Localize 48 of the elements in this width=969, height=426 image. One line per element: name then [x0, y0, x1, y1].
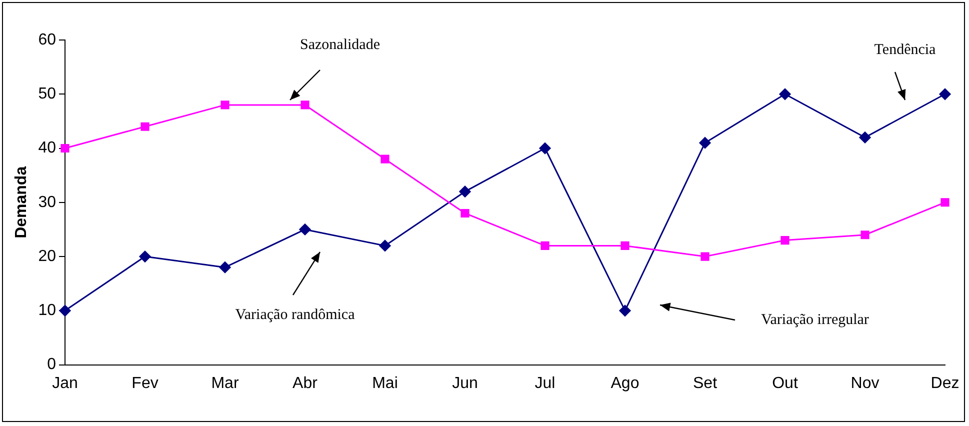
x-tick-label: Dez: [930, 374, 960, 392]
x-tick-label: Nov: [850, 374, 880, 392]
point: [219, 262, 231, 274]
x-tick-label: Jan: [52, 374, 78, 392]
point: [540, 241, 550, 250]
y-tick-label: 30: [38, 194, 56, 211]
point: [620, 241, 630, 250]
point: [939, 88, 951, 100]
y-axis-title: Demanda: [13, 166, 30, 238]
y-tick-label: 40: [38, 140, 56, 157]
point: [619, 304, 631, 316]
point: [700, 252, 710, 261]
y-tick-label: 60: [38, 31, 56, 48]
point: [860, 230, 870, 240]
point: [60, 144, 70, 153]
point: [780, 236, 790, 245]
x-tick-label: Out: [772, 374, 798, 392]
point: [459, 186, 471, 198]
x-tick-label: Jul: [534, 374, 556, 392]
y-tick-label: 0: [47, 356, 56, 374]
annotation: Tendência: [874, 42, 936, 58]
point: [380, 154, 390, 164]
y-tick-label: 20: [38, 248, 56, 265]
y-tick-label: 10: [38, 302, 56, 320]
point: [59, 304, 71, 316]
point: [300, 100, 310, 110]
point: [139, 250, 151, 262]
x-tick-label: Fev: [132, 374, 158, 392]
point: [140, 122, 150, 131]
point: [460, 208, 470, 218]
point: [220, 100, 230, 110]
point: [379, 240, 391, 252]
x-tick-label: Jun: [452, 374, 478, 392]
annotation: Variação irregular: [761, 312, 869, 328]
x-tick-label: Abr: [292, 374, 318, 392]
x-tick-label: Ago: [610, 374, 640, 392]
annotation: Variação randômica: [235, 306, 356, 323]
point: [699, 137, 711, 149]
point: [859, 132, 871, 144]
annotation: Sazonalidade: [300, 36, 380, 53]
x-tick-label: Mai: [372, 374, 398, 392]
x-tick-label: Set: [692, 374, 718, 392]
point: [299, 224, 311, 236]
point: [779, 88, 791, 100]
point: [940, 198, 950, 207]
point: [539, 142, 551, 154]
y-tick-label: 50: [38, 86, 56, 103]
x-tick-label: Mar: [211, 374, 240, 392]
